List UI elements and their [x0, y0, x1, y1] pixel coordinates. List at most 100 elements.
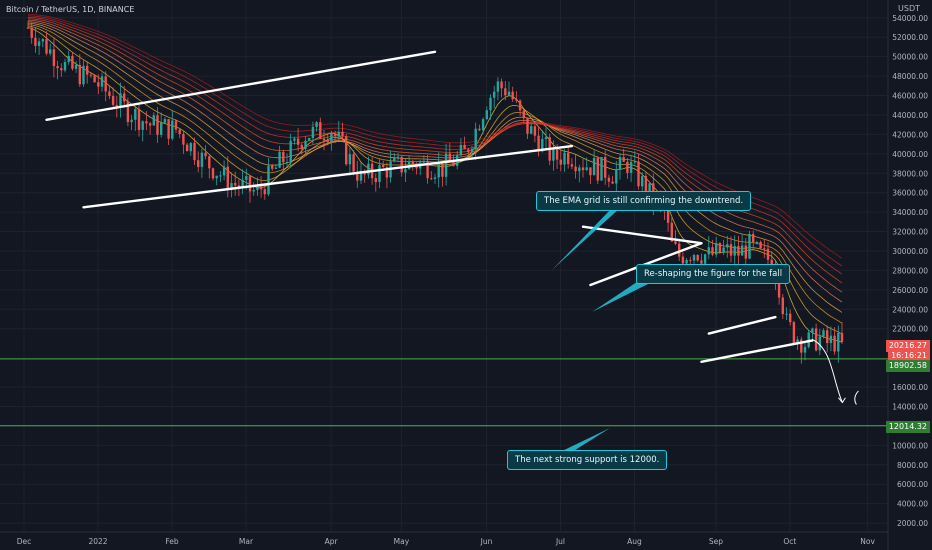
candle-body [86, 65, 89, 75]
candle-body [422, 160, 426, 163]
candle-body [611, 181, 614, 184]
candle-body [777, 282, 781, 298]
callout-pointer-ema [552, 208, 620, 270]
candle-body [185, 144, 189, 152]
candle-body [285, 161, 289, 163]
candle-body [359, 170, 363, 181]
x-tick-label: Aug [627, 537, 642, 546]
x-tick-label: Dec [17, 537, 32, 546]
candle-body [696, 255, 699, 261]
candle-body [744, 245, 747, 259]
candle-body [733, 246, 736, 256]
candle-body [792, 322, 796, 344]
candle-body [182, 133, 185, 145]
candle-body [689, 259, 692, 261]
candle-body [541, 139, 544, 152]
candle-body [104, 76, 107, 92]
y-tick-label: 10000.00 [892, 441, 928, 450]
callout-pointer-support [560, 428, 610, 452]
y-tick-label: 22000.00 [892, 325, 928, 334]
candle-body [56, 66, 59, 69]
candle-body [411, 161, 414, 166]
candle-body [596, 157, 599, 181]
candle-body [570, 164, 574, 167]
candle-body [644, 176, 648, 196]
candle-body [578, 167, 581, 172]
x-tick-label: Jul [555, 537, 565, 546]
candle-body [404, 169, 407, 173]
x-tick-label: Jun [480, 537, 493, 546]
trend-line [700, 339, 814, 363]
callout-support: The next strong support is 12000. [507, 450, 668, 470]
candle-body [692, 255, 696, 261]
current-price-tag: 20216.27 [885, 340, 930, 352]
candle-body [607, 177, 611, 182]
ema-line [27, 14, 843, 259]
candle-body [452, 161, 455, 166]
candle-body [748, 233, 751, 259]
candle-body [137, 108, 141, 130]
level-tag-12014: 12014.32 [885, 421, 930, 433]
y-tick-label: 46000.00 [892, 92, 928, 101]
candle-body [45, 39, 48, 54]
candle-body [60, 68, 63, 71]
candle-body [304, 140, 307, 150]
ema-line [27, 16, 843, 275]
symbol-title: Bitcoin / TetherUS, 1D, BINANCE [6, 5, 135, 14]
candle-body [518, 100, 522, 111]
candle-body [278, 151, 281, 168]
candle-body [622, 157, 625, 162]
candle-body [74, 64, 78, 69]
candle-body [111, 96, 115, 105]
x-tick-label: Feb [165, 537, 179, 546]
candle-body [208, 156, 211, 169]
candle-body [71, 55, 74, 69]
candle-body [703, 254, 707, 264]
candle-body [811, 328, 814, 333]
candle-body [193, 143, 196, 161]
candle-body [30, 27, 33, 38]
candle-body [341, 131, 344, 137]
candle-body [119, 93, 122, 108]
candle-body [241, 179, 244, 188]
trend-line [581, 225, 703, 245]
candle-body [141, 121, 144, 130]
candle-body [444, 153, 448, 177]
candle-body [148, 123, 152, 126]
candle-body [766, 248, 770, 260]
candle-body [326, 140, 329, 143]
candle-body [785, 313, 788, 315]
candle-body [814, 328, 818, 351]
candle-body [670, 222, 673, 242]
candle-body [97, 82, 100, 87]
y-tick-label: 32000.00 [892, 228, 928, 237]
candle-body [581, 167, 585, 171]
candle-body [759, 242, 762, 249]
candle-body [615, 169, 618, 184]
candle-body [567, 152, 570, 165]
candle-body [837, 332, 840, 352]
candle-body [504, 88, 507, 96]
candle-body [740, 245, 744, 256]
y-tick-label: 34000.00 [892, 208, 928, 217]
candle-body [200, 152, 204, 167]
candle-body [433, 177, 437, 179]
candle-body [167, 119, 170, 139]
candle-body [160, 122, 163, 135]
trend-line [707, 315, 777, 335]
candle-body [337, 131, 340, 136]
candle-body [393, 157, 396, 162]
candle-body [600, 157, 603, 181]
candle-body [626, 161, 629, 173]
y-tick-label: 24000.00 [892, 305, 928, 314]
x-tick-label: Sep [709, 537, 723, 546]
candle-body [315, 122, 318, 127]
projection-arrowhead [838, 397, 846, 404]
candle-body [37, 41, 41, 46]
candle-body [544, 137, 548, 140]
candle-body [82, 65, 85, 85]
candle-body [463, 144, 466, 150]
candle-body [115, 104, 118, 108]
candle-body [511, 91, 514, 100]
